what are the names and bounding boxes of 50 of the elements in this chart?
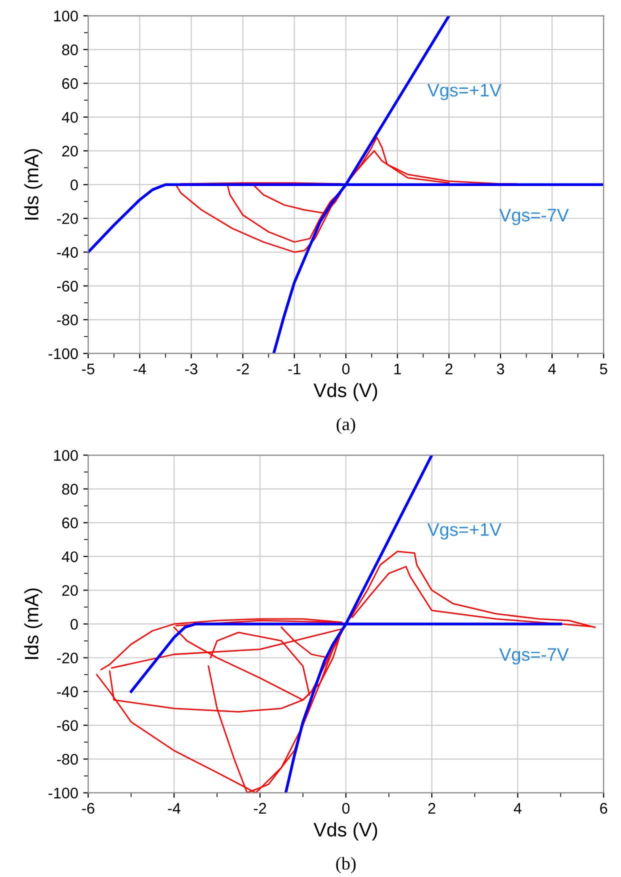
x-tick-label: 4	[514, 803, 522, 814]
y-tick-label: 20	[62, 146, 78, 157]
y-tick-label: -80	[57, 314, 78, 326]
y-tick-label: -60	[57, 720, 78, 731]
y-tick-label: -20	[57, 652, 78, 664]
y-tick-label: -40	[57, 686, 78, 698]
y-tick-label: -100	[48, 348, 78, 360]
y-tick-label: 80	[62, 44, 78, 56]
x-tick-label: -4	[134, 364, 146, 374]
y-tick-label: 0	[70, 179, 78, 190]
x-tick-label: 6	[600, 802, 608, 814]
y-axis-title: Ids (mA)	[24, 588, 42, 659]
y-tick-label: -60	[57, 280, 78, 292]
y-tick-label: 100	[54, 450, 78, 461]
x-tick-label: -1	[288, 364, 300, 374]
x-tick-label: 1	[394, 364, 401, 374]
x-tick-label: 4	[548, 364, 556, 374]
x-tick-label: -3	[185, 364, 198, 374]
x-axis-title: Vds (V)	[314, 822, 378, 840]
y-tick-label: -20	[57, 213, 78, 224]
annotation: Vgs=-7V	[499, 648, 569, 664]
x-tick-label: -2	[254, 802, 266, 814]
x-tick-label: 0	[342, 802, 350, 814]
text: (b)	[336, 856, 356, 874]
annotation: Vgs=+1V	[427, 84, 502, 100]
y-tick-label: -40	[57, 247, 78, 258]
text: (a)	[336, 418, 356, 434]
x-tick-label: 2	[428, 802, 436, 814]
y-tick-label: 60	[62, 518, 78, 528]
x-tick-label: 2	[446, 364, 452, 374]
y-tick-label: 80	[62, 484, 78, 495]
y-axis-title: Ids (mA)	[24, 149, 42, 220]
x-tick-label: -6	[82, 802, 94, 814]
x-axis-title: Vds (V)	[314, 382, 378, 402]
y-tick-label: -100	[48, 788, 78, 798]
y-tick-label: 40	[62, 551, 78, 562]
y-tick-label: 20	[62, 585, 78, 596]
annotation: Vgs=+1V	[427, 523, 502, 540]
x-tick-label: 3	[496, 364, 504, 374]
x-tick-label: -5	[82, 364, 94, 374]
y-tick-label: 0	[70, 618, 78, 630]
annotation: Vgs=-7V	[499, 208, 569, 226]
x-tick-label: -4	[168, 803, 180, 814]
x-tick-label: 0	[342, 364, 350, 374]
y-tick-label: 60	[62, 78, 78, 89]
x-tick-label: 5	[600, 364, 608, 374]
y-tick-label: 40	[62, 112, 78, 123]
x-tick-label: -2	[236, 364, 249, 374]
y-tick-label: -80	[57, 754, 78, 765]
y-tick-label: 100	[54, 10, 78, 22]
